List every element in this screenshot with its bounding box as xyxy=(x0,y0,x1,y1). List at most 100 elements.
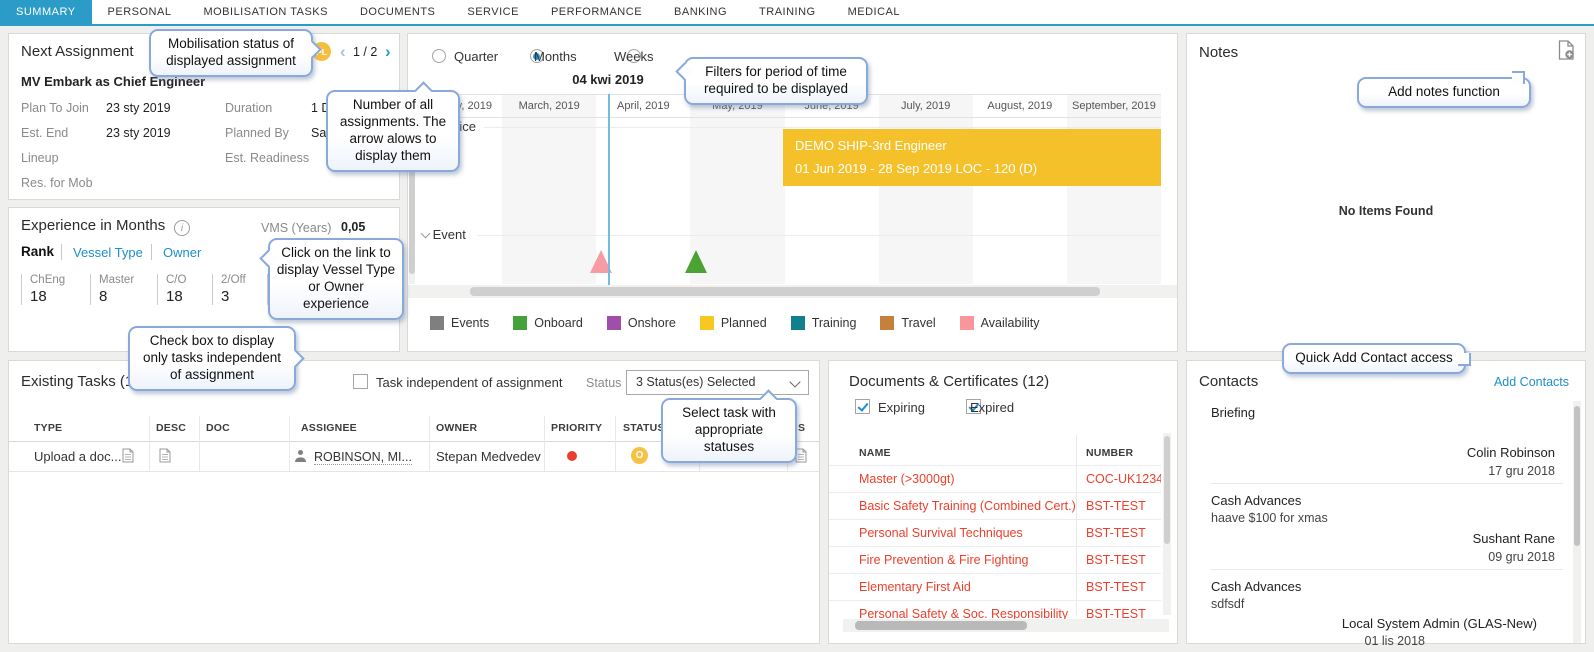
document-icon[interactable] xyxy=(122,448,134,466)
chevron-down-icon xyxy=(789,376,801,388)
field-label: Planned By xyxy=(225,126,289,140)
field-label: Res. for Mob xyxy=(21,176,93,190)
experience-stats: ChEng 18 Master 8 C/O 18 2/Off 3 3/Off 8 xyxy=(21,274,308,305)
col-header-name: NAME xyxy=(859,447,891,459)
timeline-row-event[interactable]: Event xyxy=(420,227,472,242)
contacts-vertical-scrollbar xyxy=(1573,401,1581,643)
table-row[interactable]: Master (>3000gt) COC-UK1234 xyxy=(829,465,1161,493)
vms-years-label: VMS (Years) xyxy=(261,221,332,235)
scrollbar-thumb[interactable] xyxy=(470,287,1100,296)
timeline-vertical-scrollbar xyxy=(409,94,415,284)
description-icon[interactable] xyxy=(159,448,171,466)
col-header-priority: PRIORITY xyxy=(551,422,603,434)
tab-training[interactable]: TRAINING xyxy=(759,6,816,18)
planned-assignment-bar[interactable]: DEMO SHIP-3rd Engineer 01 Jun 2019 - 28 … xyxy=(783,129,1161,186)
legend-item: Events xyxy=(430,316,489,330)
legend-item: Onboard xyxy=(513,316,583,330)
assignment-bar-title: DEMO SHIP-3rd Engineer xyxy=(795,138,947,153)
status-filter-dropdown[interactable]: 3 Status(es) Selected xyxy=(626,370,809,395)
weeks-radio[interactable] xyxy=(627,49,642,63)
task-assignee-cell[interactable]: ROBINSON, MI... xyxy=(314,450,412,465)
onshore-swatch xyxy=(606,316,621,330)
tab-banking[interactable]: BANKING xyxy=(674,6,728,18)
tab-mobilisation-tasks[interactable]: MOBILISATION TASKS xyxy=(203,6,328,18)
table-row[interactable]: Personal Safety & Soc. Responsibility BST… xyxy=(829,600,1161,619)
col-header-doc: DOC xyxy=(206,422,230,434)
table-row[interactable]: Elementary First Aid BST-TEST xyxy=(829,573,1161,601)
field-label: Est. Readiness xyxy=(225,151,310,165)
tab-summary[interactable]: SUMMARY xyxy=(0,0,92,24)
task-independent-checkbox[interactable] xyxy=(353,374,368,389)
onboard-swatch xyxy=(513,316,528,330)
panel-title: Next Assignment xyxy=(21,43,134,60)
next-assignment-chevron-icon[interactable]: › xyxy=(385,42,391,61)
tasks-table-header xyxy=(9,416,819,442)
quarter-radio[interactable] xyxy=(432,49,446,63)
expired-checkbox[interactable] xyxy=(965,399,981,414)
scrollbar-thumb[interactable] xyxy=(1164,436,1170,544)
contact-item-date: 09 gru 2018 xyxy=(1488,550,1555,564)
panel-title: Experience in Months xyxy=(21,217,166,234)
table-row[interactable]: Basic Safety Training (Combined Cert.) BS… xyxy=(829,492,1161,520)
month-label: July, 2019 xyxy=(901,100,951,112)
column-divider xyxy=(615,416,616,471)
months-radio[interactable] xyxy=(529,49,544,63)
documents-horizontal-scrollbar xyxy=(843,619,1169,632)
availability-swatch xyxy=(959,316,974,330)
contact-item-note: sdfsdf xyxy=(1211,597,1245,611)
experience-tab-rank[interactable]: Rank xyxy=(21,244,55,259)
callout-experience-links: Click on the link to display Vessel Type… xyxy=(259,238,404,320)
row-divider xyxy=(478,235,1161,236)
expiring-checkbox[interactable] xyxy=(855,399,870,414)
legend-item: Planned xyxy=(699,316,767,330)
table-row[interactable]: Personal Survival Techniques BST-TEST xyxy=(829,519,1161,547)
contact-item-name: Local System Admin (GLAS-New) xyxy=(1341,616,1537,631)
prev-assignment-chevron-icon[interactable]: ‹ xyxy=(340,42,346,61)
col-header-type: TYPE xyxy=(34,422,63,434)
contact-item-date: 01 lis 2018 xyxy=(1364,634,1425,648)
info-icon[interactable]: i xyxy=(174,220,190,236)
column-divider xyxy=(289,416,290,471)
table-row[interactable] xyxy=(9,441,819,472)
panel-title: Notes xyxy=(1199,44,1239,61)
scrollbar-thumb[interactable] xyxy=(1574,406,1580,546)
tab-documents[interactable]: DOCUMENTS xyxy=(359,6,436,18)
timeline-horizontal-scrollbar xyxy=(408,285,1177,298)
legend-item: Onshore xyxy=(606,316,676,330)
table-row[interactable]: Fire Prevention & Fire Fighting BST-TEST xyxy=(829,546,1161,574)
field-label: Duration xyxy=(225,101,273,115)
tab-performance[interactable]: PERFORMANCE xyxy=(550,6,643,18)
callout-add-notes: Add notes function xyxy=(1357,71,1531,108)
month-label: March, 2019 xyxy=(518,100,580,112)
callout-quick-add-contact: Quick Add Contact access xyxy=(1282,343,1471,374)
contact-item-name: Colin Robinson xyxy=(1466,445,1555,460)
tab-service[interactable]: SERVICE xyxy=(467,6,519,18)
events-swatch xyxy=(430,316,444,330)
vms-years-value: 0,05 xyxy=(341,220,366,234)
col-header-number: NUMBER xyxy=(1086,447,1134,459)
field-value: 23 sty 2019 xyxy=(106,101,171,115)
experience-tab-owner[interactable]: Owner xyxy=(163,245,202,260)
divider xyxy=(1211,569,1563,570)
training-swatch xyxy=(790,316,805,330)
scrollbar-thumb[interactable] xyxy=(855,621,1027,630)
timeline-panel: Quarter Months Weeks 04 kwi 2019 Februar… xyxy=(407,33,1178,352)
month-columns xyxy=(408,94,1161,284)
tab-medical[interactable]: MEDICAL xyxy=(847,6,901,18)
dropdown-value: 3 Status(es) Selected xyxy=(636,375,756,389)
tab-personal[interactable]: PERSONAL xyxy=(107,6,172,18)
scrollbar-thumb[interactable] xyxy=(409,136,415,274)
column-divider xyxy=(149,416,150,471)
divider xyxy=(1211,483,1563,484)
col-header-status: STATUS xyxy=(623,422,665,434)
callout-independent-checkbox: Check box to display only tasks independ… xyxy=(128,326,305,391)
experience-tab-vessel-type[interactable]: Vessel Type xyxy=(73,245,143,260)
task-owner-cell: Stepan Medvedev xyxy=(436,449,541,464)
planned-swatch xyxy=(699,316,714,330)
add-contacts-link[interactable]: Add Contacts xyxy=(1493,375,1569,389)
status-chip: O xyxy=(631,447,648,464)
row-divider xyxy=(484,127,1161,128)
document-icon[interactable] xyxy=(795,448,807,466)
add-note-icon[interactable] xyxy=(1558,40,1575,63)
field-value: 1 D xyxy=(311,101,331,115)
